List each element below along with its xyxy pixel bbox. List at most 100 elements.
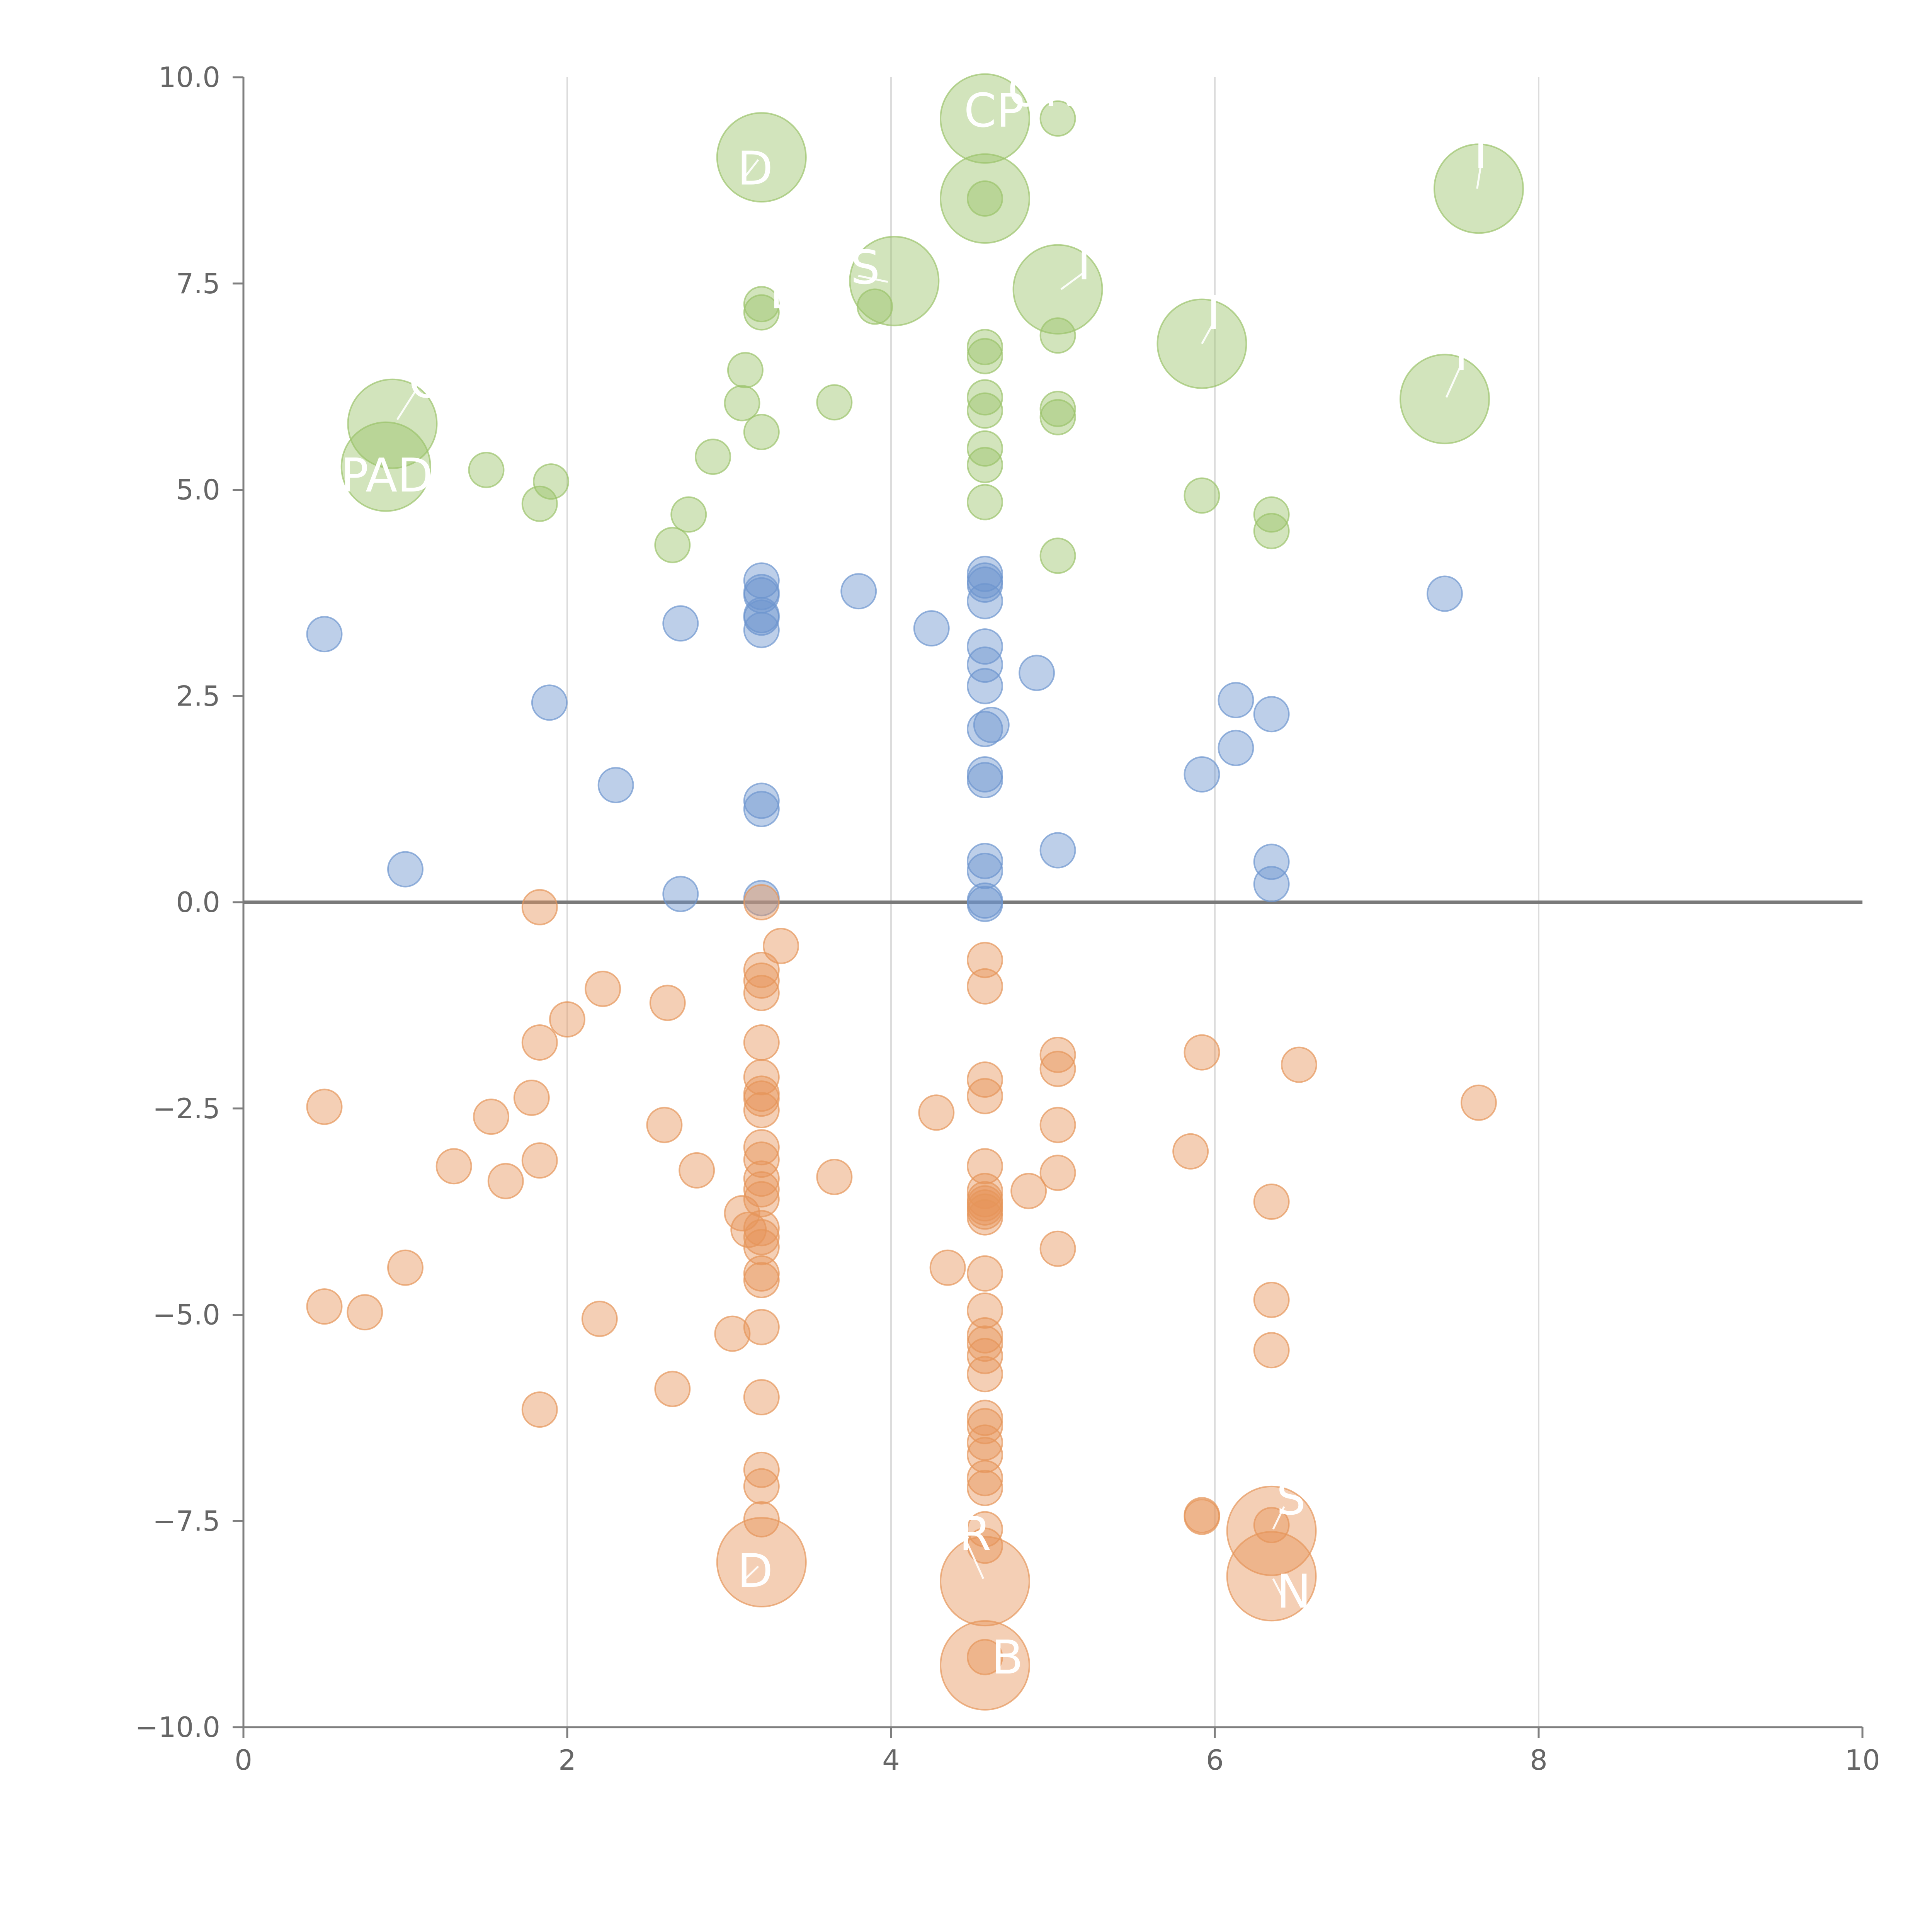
x-tick-label: 2 (558, 1744, 576, 1776)
scatter-point (1184, 477, 1220, 514)
points-layer (306, 73, 1524, 1711)
scatter-point (743, 1024, 780, 1061)
x-tick-label: 0 (235, 1744, 252, 1776)
scatter-point (967, 968, 1003, 1005)
scatter-point (913, 610, 950, 647)
scatter-point (743, 1262, 780, 1298)
scatter-point (967, 1292, 1003, 1329)
scatter-point (521, 485, 558, 522)
scatter-point (387, 851, 423, 888)
scatter-point (724, 385, 760, 422)
scatter-point (1426, 575, 1463, 612)
scatter-point (716, 112, 807, 203)
scatter-point (521, 1024, 558, 1061)
annotation-leader (744, 159, 759, 178)
scatter-point (662, 876, 699, 912)
scatter-point (967, 843, 1003, 879)
axes-layer: 10.0 7.5 5.0 2.5 0.0 −2.5 −5.0 −7.5 −10.0 0 2 4 6 8 10 (135, 61, 1880, 1776)
scatter-point (967, 447, 1003, 483)
scatter-point (743, 612, 780, 648)
scatter-point (306, 1088, 343, 1125)
scatter-point (967, 1255, 1003, 1292)
scatter-point (1039, 832, 1076, 869)
y-tick-label: −7.5 (153, 1505, 220, 1537)
scatter-point (763, 928, 799, 964)
scatter-point (743, 791, 780, 827)
y-tick-label: 2.5 (176, 680, 220, 712)
scatter-point (1039, 100, 1076, 137)
annotation-label: R (959, 1507, 991, 1561)
scatter-point (654, 527, 691, 563)
scatter-point (1039, 317, 1076, 354)
scatter-point (727, 352, 764, 388)
scatter-point (585, 971, 621, 1007)
scatter-point (967, 1356, 1003, 1393)
y-tick-label: −2.5 (153, 1092, 220, 1125)
scatter-point (967, 1460, 1003, 1497)
scatter-point (743, 884, 780, 920)
scatter-point (967, 583, 1003, 619)
scatter-point (940, 1620, 1031, 1711)
scatter-point (1184, 1034, 1220, 1071)
annotation-label: L (770, 266, 796, 320)
annotation-label: CP (964, 84, 1024, 138)
scatter-point (679, 1152, 715, 1189)
scatter-point (967, 1408, 1003, 1444)
scatter-point (1460, 1084, 1497, 1121)
scatter-point (1184, 756, 1220, 793)
scatter-point (1039, 1107, 1076, 1143)
annotation-label: I (1207, 286, 1220, 340)
scatter-point (967, 1325, 1003, 1362)
scatter-point (967, 711, 1003, 747)
x-tick-label: 10 (1845, 1744, 1880, 1776)
y-tick-label: 7.5 (176, 267, 220, 300)
scatter-point (1253, 513, 1290, 549)
scatter-point (1253, 866, 1290, 903)
y-tick-label: −10.0 (135, 1711, 220, 1743)
scatter-point (940, 153, 1031, 244)
scatter-point (549, 1001, 585, 1038)
scatter-point (521, 1391, 558, 1428)
annotation-leader (966, 1541, 985, 1579)
scatter-point (929, 1249, 966, 1286)
scatter-point (967, 1317, 1003, 1354)
y-tick-label: 0.0 (176, 886, 220, 918)
scatter-point (967, 484, 1003, 520)
annotation-leader (1476, 160, 1483, 189)
scatter-point (1039, 537, 1076, 574)
scatter-point (1226, 1485, 1317, 1576)
scatter-point (840, 573, 877, 610)
scatter-point (743, 599, 780, 636)
scatter-point (646, 1107, 683, 1143)
scatter-point (1253, 496, 1290, 533)
annotation-leader (858, 275, 888, 283)
scatter-point (1218, 730, 1254, 766)
annotation-leader (1201, 320, 1216, 344)
scatter-point (1253, 1332, 1290, 1369)
annotation-label: N (1276, 1565, 1311, 1619)
scatter-point (967, 886, 1003, 922)
scatter-point (967, 379, 1003, 416)
scatter-point (967, 430, 1003, 467)
scatter-point (967, 1639, 1003, 1675)
scatter-point (849, 236, 940, 327)
scatter-point (743, 1229, 780, 1265)
annotation-label: B (992, 1631, 1023, 1685)
scatter-point (743, 975, 780, 1011)
scatter-point (1012, 244, 1103, 335)
scatter-point (940, 1536, 1031, 1627)
scatter-point (468, 452, 505, 488)
scatter-point (967, 1061, 1003, 1098)
scatter-point (1039, 391, 1076, 427)
scatter-point (973, 706, 1010, 743)
scatter-point (695, 439, 731, 475)
annotation-leader (1445, 362, 1463, 398)
scatter-point (743, 1501, 780, 1537)
scatter-point (816, 384, 853, 421)
annotation-label: I (1077, 237, 1091, 291)
scatter-point (743, 1160, 780, 1197)
scatter-point (743, 782, 780, 819)
scatter-point (1039, 399, 1076, 435)
annotation-label: O (408, 355, 445, 408)
